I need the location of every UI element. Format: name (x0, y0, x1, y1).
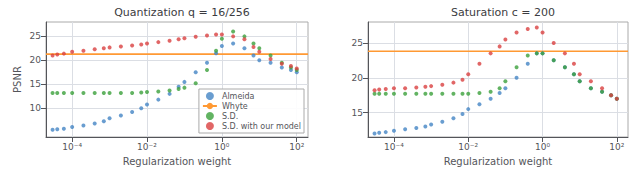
svg-text:10⁰: 10⁰ (214, 142, 229, 152)
svg-text:Whyte: Whyte (222, 102, 248, 111)
svg-text:20: 20 (30, 55, 42, 65)
svg-text:10: 10 (30, 103, 42, 113)
svg-text:Almeida: Almeida (222, 92, 255, 101)
svg-text:Regularization weight: Regularization weight (123, 156, 232, 167)
svg-text:Quantization q = 16/256: Quantization q = 16/256 (114, 6, 250, 19)
svg-text:10²: 10² (289, 142, 304, 152)
svg-text:Regularization weight: Regularization weight (444, 156, 553, 167)
svg-text:10⁻⁴: 10⁻⁴ (62, 142, 82, 152)
svg-text:PSNR: PSNR (12, 66, 23, 93)
svg-text:10²: 10² (609, 142, 624, 152)
svg-text:20: 20 (352, 73, 364, 83)
svg-text:15: 15 (352, 108, 363, 118)
svg-text:10⁰: 10⁰ (535, 142, 550, 152)
svg-text:S.D.: S.D. (222, 112, 238, 121)
svg-text:S.D. with our model: S.D. with our model (222, 122, 301, 131)
svg-text:15: 15 (30, 79, 41, 89)
svg-text:25: 25 (30, 31, 41, 41)
svg-text:10⁻²: 10⁻² (458, 142, 478, 152)
svg-text:10⁻²: 10⁻² (137, 142, 157, 152)
svg-text:Saturation c = 200: Saturation c = 200 (451, 6, 555, 19)
svg-text:10⁻⁴: 10⁻⁴ (384, 142, 404, 152)
svg-text:25: 25 (352, 38, 363, 48)
